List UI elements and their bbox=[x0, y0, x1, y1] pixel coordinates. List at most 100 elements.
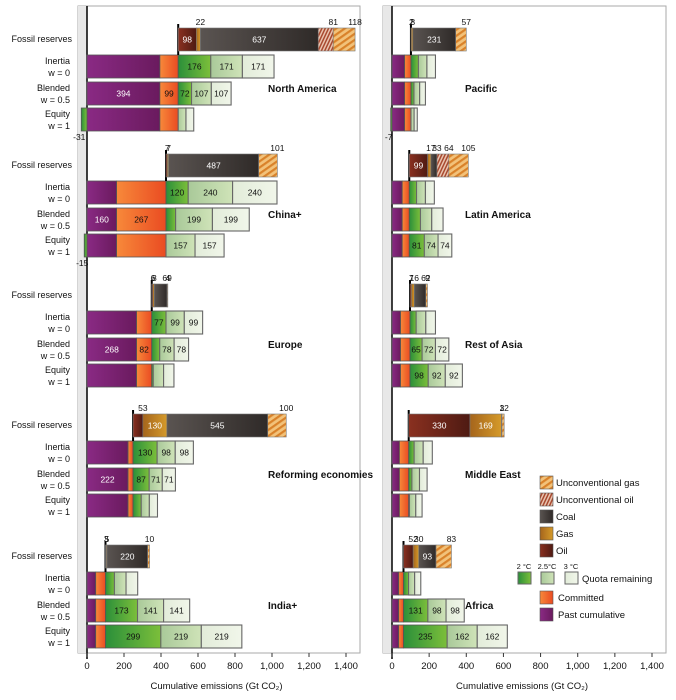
bar-q3 bbox=[416, 494, 422, 517]
row-label-equity-w: w = 1 bbox=[47, 638, 70, 648]
bar-q3 bbox=[186, 108, 194, 131]
bar-value-callout: 33 bbox=[432, 143, 442, 153]
legend-label: Unconventional gas bbox=[556, 478, 640, 489]
bar-value: 71 bbox=[164, 475, 174, 485]
legend-swatch-ugas bbox=[540, 476, 553, 489]
bar-value-callout: 81 bbox=[329, 17, 339, 27]
bar-value: 82 bbox=[139, 345, 149, 355]
bar-q3 bbox=[414, 108, 417, 131]
legend-quota-header: 2.5°C bbox=[538, 562, 557, 571]
bar-past bbox=[392, 82, 405, 105]
bar-committed bbox=[128, 494, 133, 517]
bar-reserve-gas bbox=[413, 545, 419, 568]
row-label-equity-w: w = 1 bbox=[47, 377, 70, 387]
bar-q2 bbox=[133, 494, 141, 517]
legend-label: Oil bbox=[556, 546, 568, 557]
x-tick-label: 1,000 bbox=[260, 661, 284, 672]
legend-swatch-committed bbox=[540, 591, 553, 604]
legend-swatch-q2 bbox=[518, 572, 531, 584]
legend-label: Coal bbox=[556, 512, 576, 523]
bar-q2 bbox=[409, 208, 420, 231]
bar-value: 120 bbox=[170, 188, 184, 198]
row-label-inertia: Inertia bbox=[45, 182, 70, 192]
bar-value: 299 bbox=[126, 632, 140, 642]
bar-past bbox=[87, 625, 96, 648]
bar-q2 bbox=[409, 181, 416, 204]
row-label-blended: Blended bbox=[37, 83, 70, 93]
bar-past bbox=[392, 625, 399, 648]
row-label-blended: Blended bbox=[37, 209, 70, 219]
row-label-blended: Blended bbox=[37, 600, 70, 610]
bar-past bbox=[392, 181, 402, 204]
bar-past bbox=[87, 108, 160, 131]
bar-value: 162 bbox=[485, 632, 499, 642]
bar-value: 235 bbox=[418, 632, 432, 642]
bar-value: 171 bbox=[251, 62, 265, 72]
bar-past bbox=[392, 468, 399, 491]
row-label-inertia-w: w = 0 bbox=[47, 454, 70, 464]
bar-q3 bbox=[164, 364, 174, 387]
bar-value: 173 bbox=[114, 606, 128, 616]
bar-q3 bbox=[425, 181, 434, 204]
bar-value: 199 bbox=[187, 215, 201, 225]
x-axis-label: Cumulative emissions (Gt CO₂) bbox=[456, 681, 588, 692]
row-label-inertia: Inertia bbox=[45, 442, 70, 452]
row-label-inertia: Inertia bbox=[45, 56, 70, 66]
bar-value: -7 bbox=[385, 132, 393, 142]
bar-value-callout: 64 bbox=[444, 143, 454, 153]
row-label-fossil: Fossil reserves bbox=[11, 160, 72, 170]
bar-committed bbox=[117, 234, 166, 257]
row-label-blended: Blended bbox=[37, 469, 70, 479]
bar-reserve-uoil bbox=[318, 28, 333, 51]
region-name: Rest of Asia bbox=[465, 340, 523, 351]
bar-value: 394 bbox=[116, 89, 130, 99]
bar-reserve-ugas bbox=[449, 154, 469, 177]
bar-past bbox=[392, 55, 405, 78]
bar-value: 87 bbox=[136, 475, 146, 485]
bar-past bbox=[392, 441, 399, 464]
bar-value: 240 bbox=[203, 188, 217, 198]
region-name: Middle East bbox=[465, 470, 521, 481]
bar-reserve-gas bbox=[411, 284, 414, 307]
row-label-equity-w: w = 1 bbox=[47, 247, 70, 257]
row-label-inertia-w: w = 0 bbox=[47, 585, 70, 595]
bar-q25 bbox=[420, 208, 431, 231]
bar-value: -15 bbox=[76, 258, 89, 268]
bar-committed bbox=[96, 572, 106, 595]
bar-reserve-ugas bbox=[167, 284, 168, 307]
bar-reserve-oil bbox=[404, 545, 414, 568]
region-name: North America bbox=[268, 84, 337, 95]
bar-past bbox=[392, 108, 405, 131]
bar-value: 219 bbox=[174, 632, 188, 642]
bar-reserve-gas bbox=[428, 154, 431, 177]
bar-value: 98 bbox=[414, 371, 424, 381]
row-label-blended: Blended bbox=[37, 339, 70, 349]
bar-value-callout: 30 bbox=[414, 534, 424, 544]
bar-past bbox=[87, 181, 117, 204]
bar-q2 bbox=[106, 572, 115, 595]
bar-value: 72 bbox=[180, 89, 190, 99]
bar-q25 bbox=[114, 572, 126, 595]
bar-committed bbox=[401, 338, 410, 361]
bar-value-callout: 83 bbox=[447, 534, 457, 544]
bar-value-callout: 5 bbox=[105, 534, 110, 544]
bar-value-callout: 12 bbox=[499, 403, 509, 413]
legend-swatch-uoil bbox=[540, 493, 553, 506]
row-label-inertia-w: w = 0 bbox=[47, 68, 70, 78]
bar-value: 92 bbox=[449, 371, 459, 381]
bar-value-callout: 16 bbox=[410, 273, 420, 283]
bar-value: 162 bbox=[455, 632, 469, 642]
bar-reserve-coal bbox=[154, 284, 167, 307]
bar-value: 74 bbox=[440, 241, 450, 251]
bar-reserve-ugas bbox=[436, 545, 451, 568]
region-name: India+ bbox=[268, 601, 297, 612]
bar-value: 268 bbox=[105, 345, 119, 355]
bar-past bbox=[392, 572, 399, 595]
bar-reserve-gas bbox=[196, 28, 200, 51]
row-label-fossil: Fossil reserves bbox=[11, 551, 72, 561]
bar-reserve-ugas bbox=[333, 28, 355, 51]
bar-value: 99 bbox=[164, 89, 174, 99]
bar-q25 bbox=[417, 181, 426, 204]
bar-committed bbox=[399, 468, 408, 491]
bar-value-callout: 8 bbox=[410, 17, 415, 27]
